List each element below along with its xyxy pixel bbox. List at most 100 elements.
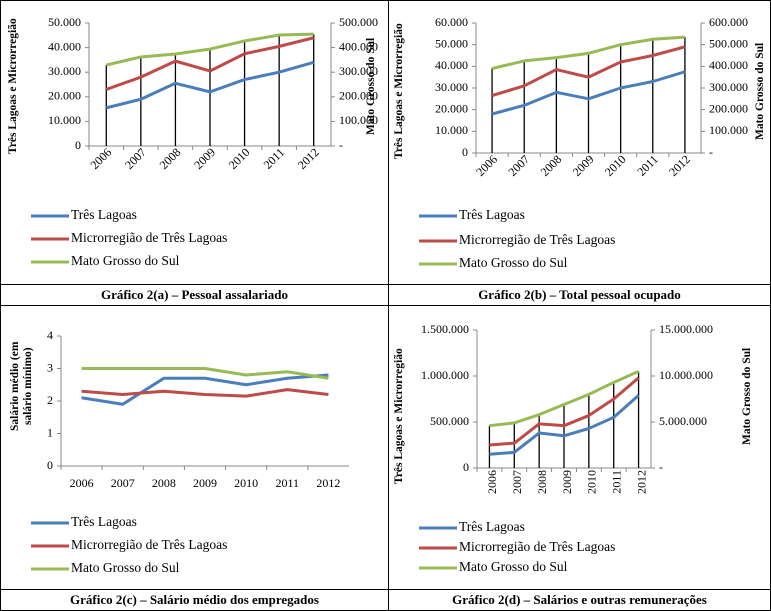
x-tick-label: 2012 <box>634 470 648 494</box>
y2-tick-label: 10.000.000 <box>659 368 713 382</box>
y-tick-label: 20.000 <box>48 89 81 103</box>
series-line <box>489 376 640 447</box>
x-tick-label: 2007 <box>122 145 149 172</box>
y-tick-label: 0 <box>47 458 53 472</box>
y2-tick-label: 300.000 <box>709 80 748 94</box>
y2-tick-label: - <box>709 145 713 159</box>
x-tick-label: 2008 <box>535 470 549 494</box>
legend-label: Três Lagoas <box>71 207 137 222</box>
x-tick-label: 2010 <box>602 152 629 179</box>
y2-tick-label: 400.000 <box>339 39 378 53</box>
chart: 0 500.000 1.000.000 1.500.000 - 5.000.000 10.0… <box>419 322 713 574</box>
legend-label: Microrregião de Três Lagoas <box>459 539 615 554</box>
y2-tick-label: 500.000 <box>709 36 748 50</box>
legend-label: Microrregião de Três Lagoas <box>71 230 227 245</box>
legend-label: Microrregião de Três Lagoas <box>459 232 615 247</box>
x-tick-label: 2011 <box>634 152 661 179</box>
series-line <box>81 388 329 398</box>
y2-tick-label: 500.000 <box>339 15 378 29</box>
y-axis-label: Salário médio (em salário mínimo) <box>9 341 34 431</box>
x-tick-label: 2007 <box>111 476 135 490</box>
series-line <box>105 32 314 67</box>
y2-tick-label: 100.000 <box>709 123 748 137</box>
x-tick-label: 2011 <box>609 470 623 494</box>
y-tick-label: 1.500.000 <box>421 322 469 336</box>
chart-caption: Gráfico 2(a) – Pessoal assalariado <box>1 284 388 305</box>
x-tick-label: 2006 <box>485 470 499 494</box>
chart-panel: 0 10.000 20.000 30.000 40.000 50.000 - 100.000 2… <box>0 0 389 306</box>
y2-tick-label: 100.000 <box>339 113 378 127</box>
y2-tick-label: 600.000 <box>709 15 748 29</box>
x-tick-label: 2010 <box>585 470 599 494</box>
y-tick-label: 30.000 <box>435 80 468 94</box>
y2-tick-label: 400.000 <box>709 58 748 72</box>
y2-tick-label: 200.000 <box>339 89 378 103</box>
chart: 0 10.000 20.000 30.000 40.000 50.000 60.000 - 10… <box>419 15 748 270</box>
legend-label: Três Lagoas <box>459 519 525 534</box>
y-tick-label: 40.000 <box>435 58 468 72</box>
y-tick-label: 3 <box>47 360 53 374</box>
y-tick-label: 1 <box>47 425 53 439</box>
series-line <box>81 367 329 380</box>
y-axis-label: Três Lagoas e Microrregião <box>7 18 19 154</box>
x-tick-label: 2012 <box>295 145 322 172</box>
y2-axis-label: Mato Grosso do Sul <box>741 347 753 445</box>
chart-caption: Gráfico 2(d) – Salários e outras remuner… <box>389 589 770 610</box>
x-tick-label: 2008 <box>538 152 565 179</box>
x-tick-label: 2010 <box>234 476 258 490</box>
x-tick-label: 2006 <box>70 476 94 490</box>
y-tick-label: 20.000 <box>435 101 468 115</box>
chart-panel: 0 1 2 3 4 2006 2007 2008 2009 2010 2011 2012 Três La… <box>0 305 389 611</box>
series-line <box>489 394 640 456</box>
chart-panel: 0 10.000 20.000 30.000 40.000 50.000 60.000 - 10… <box>388 0 771 306</box>
y-tick-label: 10.000 <box>48 113 81 127</box>
legend-label: Mato Grosso do Sul <box>71 560 180 575</box>
chart-caption: Gráfico 2(c) – Salário médio dos emprega… <box>1 589 388 610</box>
x-tick-label: 2012 <box>666 152 693 179</box>
x-tick-label: 2009 <box>570 152 597 179</box>
y-axis-label: Três Lagoas e Microrregião <box>393 348 405 484</box>
y-tick-label: 1.000.000 <box>421 368 469 382</box>
chart: 0 1 2 3 4 2006 2007 2008 2009 2010 2011 2012 Três La… <box>31 328 349 575</box>
x-tick-label: 2012 <box>316 476 340 490</box>
y-tick-label: 10.000 <box>435 123 468 137</box>
y-tick-label: 4 <box>47 328 53 342</box>
y-axis-label: Três Lagoas e Microrregião <box>393 23 405 159</box>
y-tick-label: 60.000 <box>435 15 468 29</box>
legend-label: Mato Grosso do Sul <box>71 253 180 268</box>
legend-label: Três Lagoas <box>459 207 525 222</box>
x-tick-label: 2010 <box>226 145 253 172</box>
series-line <box>489 370 640 428</box>
y2-tick-label: 300.000 <box>339 64 378 78</box>
legend-label: Microrregião de Três Lagoas <box>71 537 227 552</box>
series-line <box>105 36 315 91</box>
y2-tick-label: 5.000.000 <box>659 414 707 428</box>
x-tick-label: 2009 <box>560 470 574 494</box>
y-tick-label: 50.000 <box>48 15 81 29</box>
x-tick-label: 2008 <box>157 145 184 172</box>
y-tick-label: 0 <box>463 460 469 474</box>
x-tick-label: 2006 <box>87 145 114 172</box>
y-tick-label: 0 <box>462 145 468 159</box>
y2-tick-label: 15.000.000 <box>659 322 713 336</box>
y2-tick-label: - <box>659 460 663 474</box>
x-tick-label: 2006 <box>473 152 500 179</box>
x-tick-label: 2009 <box>191 145 218 172</box>
x-tick-label: 2011 <box>261 145 288 172</box>
y-tick-label: 50.000 <box>435 36 468 50</box>
chart: 0 10.000 20.000 30.000 40.000 50.000 - 100.000 2… <box>31 15 378 268</box>
series-line <box>81 373 329 406</box>
x-tick-label: 2007 <box>505 152 532 179</box>
y-tick-label: 30.000 <box>48 64 81 78</box>
x-tick-label: 2009 <box>193 476 217 490</box>
y2-axis-label: Mato Grosso do Sul <box>754 42 766 140</box>
y2-axis-label: Mato Grosso do Sul <box>365 37 377 135</box>
series-line <box>491 45 686 98</box>
y2-tick-label: - <box>339 138 343 152</box>
y-tick-label: 2 <box>47 393 53 407</box>
x-tick-label: 2007 <box>510 470 524 494</box>
series-line <box>491 35 686 70</box>
y-tick-label: 500.000 <box>430 414 469 428</box>
x-tick-label: 2008 <box>152 476 176 490</box>
